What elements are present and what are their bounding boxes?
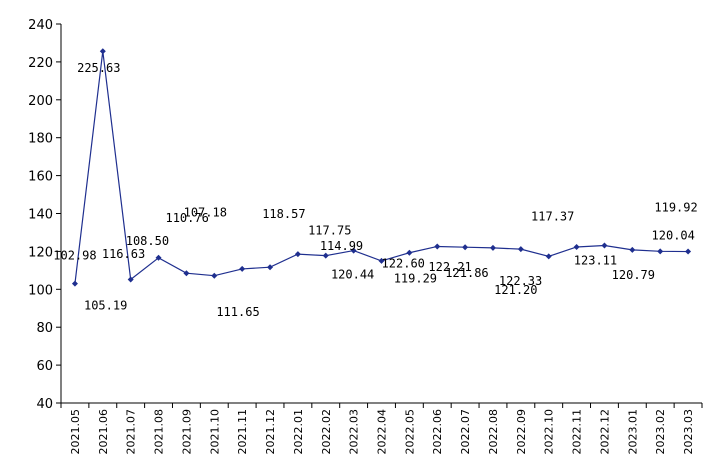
data-point	[322, 252, 329, 259]
data-label: 119.29	[394, 272, 437, 286]
data-point	[127, 276, 134, 283]
data-point	[517, 246, 524, 253]
data-label: 123.11	[574, 254, 617, 268]
data-point	[629, 246, 636, 253]
data-point	[489, 244, 496, 251]
x-tick-label: 2022.10	[543, 409, 556, 455]
y-axis: 40 60 80 100 120 140 160 180 200 220 240	[28, 18, 62, 412]
y-tick-label: 200	[28, 94, 53, 109]
y-tick-label: 120	[28, 245, 53, 260]
x-tick-label: 2022.11	[571, 409, 584, 455]
data-label: 116.63	[102, 247, 145, 261]
data-point	[239, 265, 246, 272]
x-tick-label: 2021.11	[236, 409, 249, 455]
data-point	[378, 257, 385, 264]
data-label: 108.50	[126, 234, 169, 248]
data-label: 110.76	[165, 211, 208, 225]
x-tick-label: 2021.09	[180, 409, 193, 455]
data-point	[406, 249, 413, 256]
y-tick-label: 240	[28, 18, 53, 33]
x-tick-label: 2021.08	[153, 409, 166, 455]
x-tick-label: 2022.02	[320, 409, 333, 455]
y-tick-label: 60	[36, 359, 53, 374]
y-tick-label: 40	[36, 397, 53, 412]
data-label: 102.98	[53, 249, 96, 263]
data-label: 107.18	[184, 206, 227, 220]
x-tick-label: 2021.12	[264, 409, 277, 455]
x-tick-label: 2023.01	[626, 409, 639, 455]
series-points	[71, 48, 692, 287]
data-label: 117.75	[308, 224, 351, 238]
data-label: 105.19	[84, 298, 127, 312]
x-tick-label: 2022.08	[487, 409, 500, 455]
data-point	[71, 280, 78, 287]
series-line	[74, 51, 689, 284]
x-tick-label: 2021.10	[208, 409, 221, 455]
data-point	[685, 248, 692, 255]
y-tick-label: 80	[36, 321, 53, 336]
data-point	[573, 243, 580, 250]
y-tick-label: 160	[28, 170, 53, 185]
data-point	[267, 264, 274, 271]
data-point	[545, 253, 552, 260]
data-label: 122.21	[428, 260, 471, 274]
data-label: 120.44	[331, 268, 374, 282]
data-label: 120.04	[652, 228, 695, 242]
data-point	[211, 272, 218, 279]
data-label: 118.57	[262, 207, 305, 221]
x-tick-label: 2023.03	[682, 409, 695, 455]
x-tick-label: 2022.03	[348, 409, 361, 455]
x-tick-label: 2022.12	[598, 409, 611, 455]
x-tick-label: 2021.07	[125, 409, 138, 455]
x-tick-label: 2022.04	[376, 409, 389, 455]
data-label: 111.65	[216, 305, 259, 319]
y-tick-label: 140	[28, 208, 53, 223]
data-label: 117.37	[531, 209, 574, 223]
x-tick-label: 2022.09	[515, 409, 528, 455]
data-point	[155, 254, 162, 261]
y-tick-label: 180	[28, 132, 53, 147]
x-tick-label: 2022.01	[292, 409, 305, 455]
x-tick-label: 2022.06	[431, 409, 444, 455]
data-point	[99, 48, 106, 55]
data-label: 119.92	[654, 201, 697, 215]
data-point	[294, 251, 301, 258]
data-point	[657, 248, 664, 255]
data-point	[601, 242, 608, 249]
data-label: 120.79	[612, 268, 655, 282]
x-tick-label: 2022.07	[459, 409, 472, 455]
x-tick-label: 2023.02	[654, 409, 667, 455]
data-point	[434, 243, 441, 250]
data-label: 114.99	[320, 239, 363, 253]
data-point	[350, 247, 357, 254]
data-point	[183, 270, 190, 277]
data-label: 121.86	[445, 266, 488, 280]
y-tick-label: 220	[28, 56, 53, 71]
data-label: 121.20	[494, 283, 537, 297]
y-tick-label: 100	[28, 283, 53, 298]
x-axis: 2021.05 2021.06 2021.07 2021.08 2021.09 2021.…	[60, 402, 703, 455]
x-tick-label: 2021.06	[97, 409, 110, 455]
data-point	[462, 244, 469, 251]
data-label: 122.60	[382, 256, 425, 270]
x-tick-label: 2022.05	[403, 409, 416, 455]
x-tick-label: 2021.05	[69, 409, 82, 455]
data-label: 122.33	[499, 274, 542, 288]
data-label: 225.63	[77, 61, 120, 75]
